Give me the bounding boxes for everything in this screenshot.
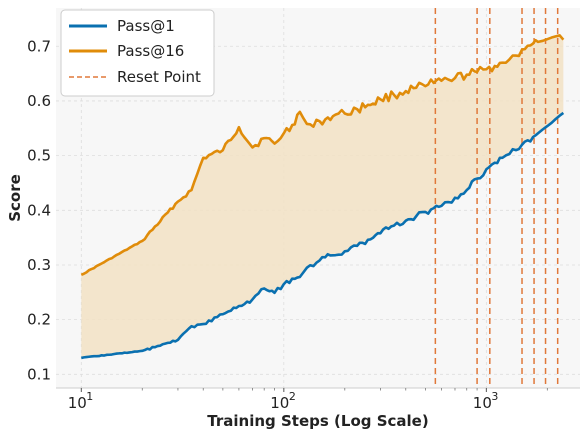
legend-label-pass16: Pass@16 [117, 42, 184, 60]
x-tick-label: 10 [473, 394, 492, 412]
x-tick-exponent: 2 [289, 390, 296, 403]
x-tick-label: 10 [68, 394, 87, 412]
y-tick-label: 0.6 [27, 92, 51, 110]
x-tick-label: 10 [270, 394, 289, 412]
legend: Pass@1 Pass@16 Reset Point [60, 9, 215, 97]
gap-area [81, 35, 564, 358]
y-tick-label: 0.7 [27, 37, 51, 55]
legend-label-reset: Reset Point [117, 68, 201, 86]
x-tick-exponent: 3 [491, 390, 498, 403]
y-tick-label: 0.1 [27, 365, 51, 383]
reset-lines [434, 8, 559, 388]
fill-between-area [81, 35, 564, 358]
legend-box [60, 9, 215, 97]
y-tick-label: 0.2 [27, 311, 51, 329]
series-line-pass16 [80, 34, 565, 277]
x-tick-exponent: 1 [86, 390, 93, 403]
series-line-pass1 [81, 111, 565, 360]
y-axis-label: Score [6, 174, 24, 222]
x-ticks: 10 1 10 2 10 3 [68, 388, 548, 412]
series-lines [80, 34, 565, 360]
y-tick-label: 0.3 [27, 256, 51, 274]
y-tick-label: 0.4 [27, 201, 51, 219]
x-axis-label: Training Steps (Log Scale) [207, 412, 428, 430]
legend-label-pass1: Pass@1 [117, 17, 175, 35]
y-ticks: 0.1 0.2 0.3 0.4 0.5 0.6 0.7 [27, 37, 51, 383]
y-tick-label: 0.5 [27, 147, 51, 165]
